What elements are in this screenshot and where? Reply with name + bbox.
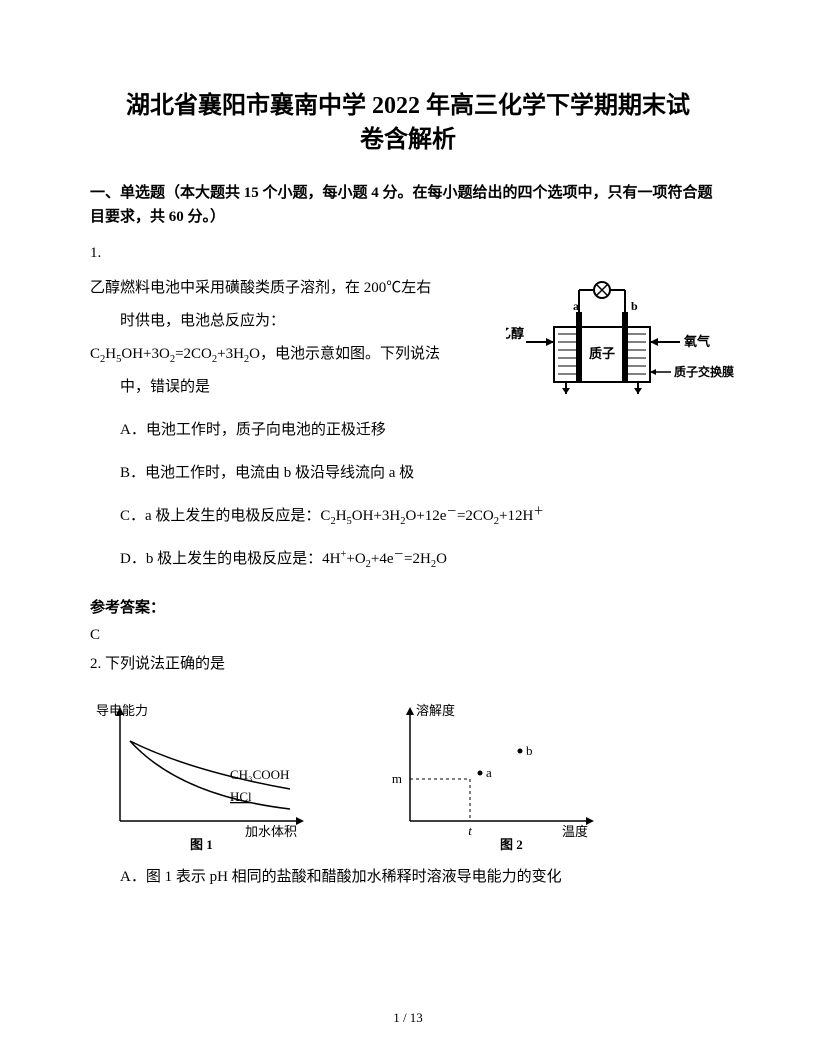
chart2-ylabel: 溶解度 <box>416 703 455 718</box>
label-membrane: 质子交换膜 <box>674 364 734 379</box>
chart1-line2-label: HCl <box>230 789 252 804</box>
q1-optd-prefix: D．b 极上发生的电极反应是： <box>120 551 322 567</box>
fuel-cell-diagram: a b 质子 乙醇 氧气 质子交换膜 <box>506 272 736 402</box>
page: 湖北省襄阳市襄南中学 2022 年高三化学下学期期末试 卷含解析 一、单选题（本… <box>0 0 816 1056</box>
q1-p3-rest: ，电池示意如图。下列说法 <box>260 346 440 362</box>
chart2-point-a: a <box>486 765 492 780</box>
q1-p3: C2H5OH+3O2=2CO2+3H2O，电池示意如图。下列说法 <box>90 338 470 371</box>
q1-p1: 乙醇燃料电池中采用磺酸类质子溶剂，在 200℃左右 <box>90 272 450 305</box>
label-a: a <box>573 299 579 313</box>
page-footer: 1 / 13 <box>0 1010 816 1026</box>
chart-2: m t a b 溶解度 温度 图 2 <box>380 701 610 851</box>
chart1-ylabel: 导电能力 <box>96 703 148 718</box>
chart-1: 导电能力 CH₃COOH HCl 加水体积 图 1 <box>90 701 320 851</box>
q1-option-d: D．b 极上发生的电极反应是：4H++O2+4e－=2H2O <box>90 543 726 576</box>
q2-stem-line: 2. 下列说法正确的是 <box>90 648 726 681</box>
q1-body: a b 质子 乙醇 氧气 质子交换膜 乙醇燃料电池中采用磺酸类质子溶剂，在 20… <box>90 272 726 576</box>
section-1-header: 一、单选题（本大题共 15 个小题，每小题 4 分。在每小题给出的四个选项中，只… <box>90 181 726 229</box>
q1-optc-prefix: C．a 极上发生的电极反应是： <box>120 508 320 524</box>
q1-option-b: B．电池工作时，电流由 b 极沿导线流向 a 极 <box>90 457 726 490</box>
chart2-xlabel: 温度 <box>562 824 588 839</box>
q1-answer: C <box>90 627 726 644</box>
chart1-caption: 图 1 <box>190 837 213 851</box>
chart2-xtick: t <box>468 823 472 838</box>
chart2-caption: 图 2 <box>500 837 523 851</box>
q2-number: 2. <box>90 656 101 672</box>
label-oxygen: 氧气 <box>683 334 710 349</box>
chart2-point-b: b <box>526 743 533 758</box>
q1-number: 1. <box>90 245 726 262</box>
page-title: 湖北省襄阳市襄南中学 2022 年高三化学下学期期末试 卷含解析 <box>90 90 726 157</box>
title-line-1: 湖北省襄阳市襄南中学 2022 年高三化学下学期期末试 <box>126 93 690 119</box>
q1-option-c: C．a 极上发生的电极反应是：C2H5OH+3H2O+12e－=2CO2+12H… <box>90 500 726 533</box>
label-center: 质子 <box>589 346 615 361</box>
q2-stem: 下列说法正确的是 <box>101 656 225 672</box>
chart2-ytick: m <box>392 771 402 786</box>
title-line-2: 卷含解析 <box>360 127 456 153</box>
chart1-line1-label: CH₃COOH <box>230 767 289 782</box>
label-ethanol: 乙醇 <box>506 326 524 341</box>
q2-charts: 导电能力 CH₃COOH HCl 加水体积 图 1 m t a b 溶解度 温度 <box>90 701 726 851</box>
answer-label: 参考答案： <box>90 596 726 617</box>
q2-option-a: A．图 1 表示 pH 相同的盐酸和醋酸加水稀释时溶液导电能力的变化 <box>90 861 726 894</box>
q1-option-a: A．电池工作时，质子向电池的正极迁移 <box>90 414 726 447</box>
label-b: b <box>631 299 638 313</box>
chart1-xlabel: 加水体积 <box>245 824 297 839</box>
